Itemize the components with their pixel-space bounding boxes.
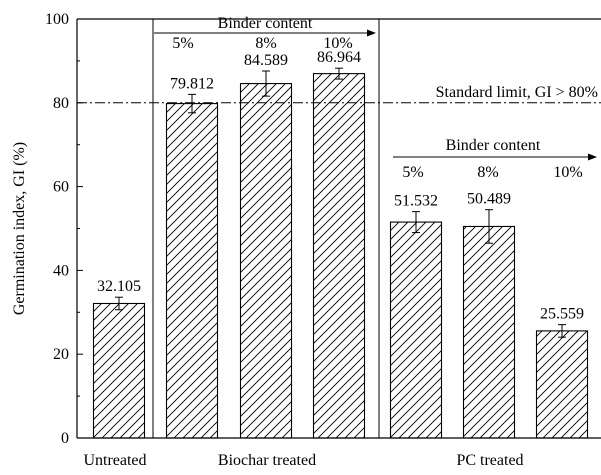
data-label: 84.589 (244, 52, 288, 69)
pc-binder-percent: 5% (402, 164, 423, 181)
y-tick-label: 40 (53, 262, 69, 279)
pc-binder-percent: 10% (553, 164, 582, 181)
pc-binder-percent: 8% (477, 164, 498, 181)
group-label: Untreated (83, 452, 146, 469)
bar (389, 221, 443, 439)
bar (312, 73, 366, 439)
data-label: 32.105 (97, 278, 141, 295)
biochar-binder-label: Binder content (218, 15, 313, 32)
group-label: Biochar treated (218, 452, 316, 469)
data-label: 50.489 (467, 191, 511, 208)
data-label: 86.964 (317, 49, 361, 66)
data-label: 25.559 (540, 306, 584, 323)
data-label: 51.532 (394, 193, 438, 210)
y-tick-label: 20 (53, 346, 69, 363)
y-axis-label: Germination index, GI (%) (11, 142, 28, 315)
y-tick-label: 100 (45, 11, 69, 28)
y-tick-label: 60 (53, 179, 69, 196)
pc-binder-arrow-head (588, 153, 597, 161)
biochar-binder-percent: 8% (255, 35, 276, 52)
reference-line-label: Standard limit, GI > 80% (436, 84, 598, 101)
group-label: PC treated (456, 452, 523, 469)
y-tick-label: 80 (53, 95, 69, 112)
bar (92, 302, 146, 439)
biochar-binder-percent: 10% (323, 35, 352, 52)
biochar-binder-percent: 5% (172, 35, 193, 52)
bar (165, 103, 219, 439)
biochar-binder-arrow-head (367, 29, 376, 37)
bar (239, 83, 293, 439)
y-tick-label: 0 (61, 430, 69, 447)
bar (462, 225, 516, 439)
pc-binder-label: Binder content (446, 137, 541, 154)
data-label: 79.812 (170, 75, 214, 92)
bar (535, 330, 589, 439)
